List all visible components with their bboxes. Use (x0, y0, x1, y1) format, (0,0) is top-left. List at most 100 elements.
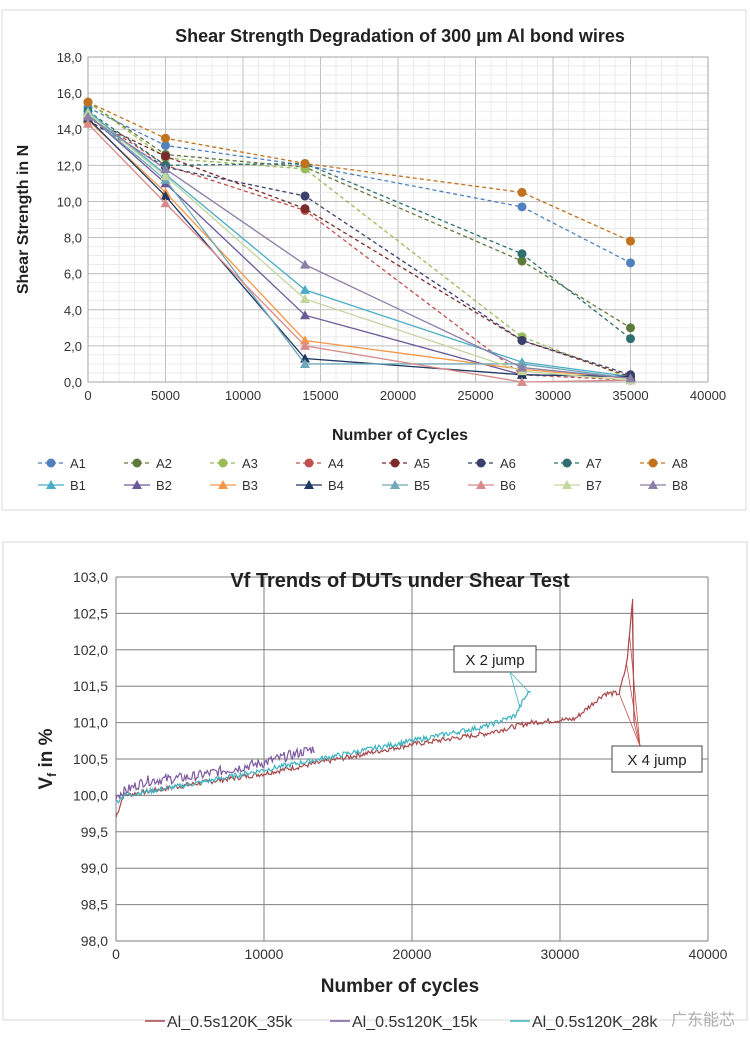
x-tick-label: 25000 (457, 388, 493, 403)
annotation-pointer (509, 671, 531, 694)
annotation-label: X 4 jump (627, 752, 686, 769)
legend-item: A4 (296, 456, 344, 471)
y-tick-label: 18,0 (57, 50, 82, 65)
legend-item: B3 (210, 478, 258, 493)
data-point (626, 236, 635, 246)
legend-label: A1 (70, 456, 86, 471)
data-point (83, 111, 93, 121)
legend-item: B4 (296, 478, 344, 493)
legend-item: A2 (124, 456, 172, 471)
legend-label: A5 (414, 456, 430, 471)
legend-item: Al_0.5s120K_35k (145, 1014, 293, 1031)
annotation-pointer (629, 635, 641, 747)
legend-marker (304, 480, 314, 489)
x-tick-label: 40000 (690, 388, 726, 403)
y-tick-label: 4,0 (64, 303, 82, 318)
legend-label: B8 (672, 478, 688, 493)
data-point (517, 377, 527, 386)
plot-area (87, 56, 709, 383)
data-point (300, 284, 310, 294)
annotation-pointer (618, 693, 641, 747)
legend-marker (132, 480, 142, 489)
y-tick-label: 103,0 (73, 569, 108, 585)
legend-item: A3 (210, 456, 258, 471)
data-point (300, 191, 310, 201)
data-point (517, 249, 527, 259)
annotation-pointer (633, 722, 641, 747)
x-tick-label: 30000 (541, 946, 580, 962)
legend-label: Al_0.5s120K_15k (352, 1014, 478, 1031)
data-point (626, 334, 635, 344)
data-point (161, 133, 170, 143)
data-point (517, 202, 527, 212)
data-point (300, 358, 310, 368)
legend-item: B5 (382, 478, 430, 493)
legend-item: B8 (640, 478, 688, 493)
x-axis-label: Number of cycles (321, 976, 479, 997)
series-line-Al_0.5s120K_15k (115, 746, 315, 800)
legend-item: A1 (38, 456, 86, 471)
data-point (300, 310, 310, 320)
annotation-label: X 2 jump (465, 652, 524, 669)
x-tick-label: 5000 (151, 388, 180, 403)
x-tick-label: 30000 (535, 388, 571, 403)
y-tick-label: 102,0 (73, 642, 108, 658)
data-point (160, 191, 171, 201)
annotation-pointer (626, 664, 641, 747)
legend-label: B6 (500, 478, 516, 493)
legend-marker (476, 458, 486, 468)
legend-label: B2 (156, 478, 172, 493)
data-point (83, 97, 93, 107)
chart2-frame (2, 541, 748, 1021)
y-tick-label: 16,0 (57, 86, 82, 101)
y-tick-label: 98,5 (81, 897, 108, 913)
legend-label: A8 (672, 456, 688, 471)
legend-item: A6 (468, 456, 516, 471)
legend-item: Al_0.5s120K_15k (330, 1014, 478, 1031)
legend-label: A3 (242, 456, 258, 471)
y-tick-label: 99,0 (81, 860, 108, 876)
data-point (300, 293, 310, 303)
legend-item: Al_0.5s120K_28k (510, 1014, 658, 1031)
y-tick-label: 100,5 (73, 751, 108, 767)
data-point (160, 163, 171, 173)
y-tick-label: 0,0 (64, 375, 82, 390)
x-tick-label: 10000 (225, 388, 261, 403)
x-tick-label: 0 (84, 388, 91, 403)
x-tick-label: 20000 (380, 388, 416, 403)
y-tick-label: 10,0 (57, 194, 82, 209)
data-point (517, 256, 527, 266)
y-tick-label: 99,5 (81, 824, 108, 840)
y-tick-label: 8,0 (64, 231, 82, 246)
legend-label: A6 (500, 456, 516, 471)
series-A8 (83, 97, 635, 246)
legend-marker (648, 480, 658, 489)
legend-marker (304, 458, 314, 468)
data-point (626, 323, 635, 333)
y-tick-label: 100,0 (73, 787, 108, 803)
x-tick-label: 35000 (612, 388, 648, 403)
y-tick-label: 98,0 (81, 933, 108, 949)
series-line-Al_0.5s120K_28k (115, 690, 531, 805)
legend-item: B6 (468, 478, 516, 493)
legend-label: B3 (242, 478, 258, 493)
data-point (517, 187, 527, 197)
legend-item: B2 (124, 478, 172, 493)
y-tick-label: 2,0 (64, 339, 82, 354)
y-tick-label: 101,5 (73, 678, 108, 694)
y-tick-label: 6,0 (64, 267, 82, 282)
x-axis-label: Number of Cycles (332, 427, 468, 444)
data-point (300, 335, 310, 345)
data-point (300, 340, 310, 350)
data-point (300, 259, 310, 269)
legend-label: Al_0.5s120K_35k (167, 1014, 293, 1031)
data-point (517, 335, 527, 345)
series-line (87, 117, 631, 378)
legend-label: A4 (328, 456, 344, 471)
y-tick-label: 12,0 (57, 158, 82, 173)
legend-item: B7 (554, 478, 602, 493)
legend-marker (132, 458, 142, 468)
legend-item: A7 (554, 456, 602, 471)
annotation-box (453, 645, 537, 673)
data-point (161, 151, 170, 161)
